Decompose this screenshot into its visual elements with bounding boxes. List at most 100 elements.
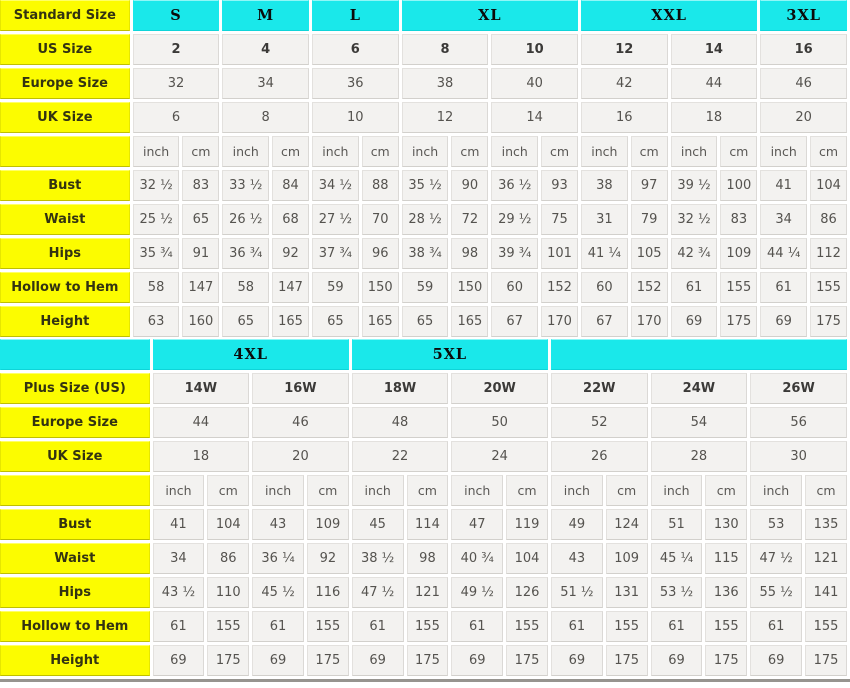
measure-value-cell: 69: [670, 306, 718, 337]
size-value-cell: 22W: [550, 373, 648, 404]
measure-value-cell: 36 ¼: [252, 543, 304, 574]
measure-value-cell: 155: [406, 611, 449, 642]
row-label: Europe Size: [0, 68, 130, 99]
measure-value-cell: 147: [272, 272, 309, 303]
measure-value-cell: 51: [650, 509, 703, 540]
table-row: Waist 34 86 36 ¼ 92 38 ½ 98 40 ¾ 104 43 109 45 ¼ 115…: [0, 543, 847, 574]
measure-value-cell: 41 ¼: [580, 238, 628, 269]
measure-value-cell: 97: [630, 170, 668, 201]
measure-value-cell: 36 ¾: [222, 238, 270, 269]
measure-value-cell: 61: [670, 272, 718, 303]
row-label: UK Size: [0, 102, 130, 133]
measure-value-cell: 155: [207, 611, 250, 642]
measure-value-cell: 55 ½: [750, 577, 802, 608]
measure-value-cell: 175: [207, 645, 250, 676]
measure-value-cell: 61: [351, 611, 404, 642]
size-group-header: 4XL: [152, 339, 349, 370]
size-value-cell: 2: [132, 34, 220, 65]
measure-value-cell: 150: [451, 272, 489, 303]
measure-value-cell: 35 ½: [401, 170, 449, 201]
measure-value-cell: 59: [401, 272, 449, 303]
size-value-cell: 54: [650, 407, 748, 438]
row-label: Europe Size: [0, 407, 150, 438]
size-value-cell: 42: [580, 68, 668, 99]
unit-cell: cm: [720, 136, 758, 167]
size-value-cell: 30: [750, 441, 847, 472]
measure-value-cell: 31: [580, 204, 628, 235]
measure-value-cell: 160: [182, 306, 220, 337]
table-row: Waist 25 ½ 65 26 ½ 68 27 ½ 70 28 ½ 72 29 ½ 75 31 79 3…: [0, 204, 847, 235]
size-group-header: L: [311, 0, 399, 31]
measure-value-cell: 152: [630, 272, 668, 303]
measure-value-cell: 47: [451, 509, 504, 540]
unit-cell: cm: [207, 475, 250, 506]
unit-cell: cm: [451, 136, 489, 167]
size-table: Standard Size S M L XL XXL 3XL US Size 2 4 6 8 10 12 1…: [0, 0, 850, 340]
measure-value-cell: 150: [361, 272, 399, 303]
measure-value-cell: 115: [705, 543, 748, 574]
measure-value-cell: 69: [750, 645, 802, 676]
row-label: Hips: [0, 577, 150, 608]
measure-value-cell: 69: [451, 645, 504, 676]
row-label: US Size: [0, 34, 130, 65]
measure-value-cell: 175: [720, 306, 758, 337]
measure-value-cell: 61: [550, 611, 603, 642]
measure-value-cell: 126: [506, 577, 548, 608]
measure-value-cell: 65: [222, 306, 270, 337]
table-row: US Size 2 4 6 8 10 12 14 16: [0, 34, 847, 65]
size-group-header: S: [132, 0, 220, 31]
measure-value-cell: 109: [605, 543, 648, 574]
measure-value-cell: 32 ½: [132, 170, 180, 201]
measure-value-cell: 58: [132, 272, 180, 303]
unit-cell: cm: [361, 136, 399, 167]
measure-value-cell: 39 ¾: [491, 238, 539, 269]
measure-value-cell: 41: [760, 170, 808, 201]
unit-cell: inch: [550, 475, 603, 506]
measure-value-cell: 136: [705, 577, 748, 608]
table-row: Europe Size 44 46 48 50 52 54 56: [0, 407, 847, 438]
size-value-cell: 24: [451, 441, 548, 472]
measure-value-cell: 39 ½: [670, 170, 718, 201]
measure-value-cell: 38 ½: [351, 543, 404, 574]
unit-cell: inch: [222, 136, 270, 167]
size-value-cell: 44: [152, 407, 250, 438]
measure-value-cell: 69: [252, 645, 304, 676]
measure-value-cell: 75: [541, 204, 578, 235]
measure-value-cell: 42 ¾: [670, 238, 718, 269]
measure-value-cell: 41: [152, 509, 205, 540]
measure-value-cell: 58: [222, 272, 270, 303]
table-row: UK Size 18 20 22 24 26 28 30: [0, 441, 847, 472]
corner-cell: [0, 339, 150, 370]
row-label: Hollow to Hem: [0, 272, 130, 303]
measure-value-cell: 33 ½: [222, 170, 270, 201]
size-group-header: XXL: [580, 0, 758, 31]
size-value-cell: 18: [670, 102, 758, 133]
row-label: UK Size: [0, 441, 150, 472]
measure-value-cell: 32 ½: [670, 204, 718, 235]
measure-value-cell: 147: [182, 272, 220, 303]
size-value-cell: 32: [132, 68, 220, 99]
size-value-cell: 16: [760, 34, 847, 65]
size-value-cell: 24W: [650, 373, 748, 404]
size-group-header: 5XL: [351, 339, 548, 370]
measure-value-cell: 155: [810, 272, 847, 303]
unit-cell: cm: [630, 136, 668, 167]
measure-value-cell: 119: [506, 509, 548, 540]
size-value-cell: 18: [152, 441, 250, 472]
measure-value-cell: 43 ½: [152, 577, 205, 608]
measure-value-cell: 109: [306, 509, 349, 540]
row-label: Waist: [0, 543, 150, 574]
standard-size-table: Standard Size S M L XL XXL 3XL US Size 2 4 6 8 10 12 1…: [0, 0, 850, 340]
table-row: Hollow to Hem 58 147 58 147 59 150 59 150 60 152 60…: [0, 272, 847, 303]
size-value-cell: 38: [401, 68, 489, 99]
measure-value-cell: 155: [306, 611, 349, 642]
table-row: Hollow to Hem 61 155 61 155 61 155 61 155 61 155 61…: [0, 611, 847, 642]
measure-value-cell: 65: [401, 306, 449, 337]
measure-value-cell: 100: [720, 170, 758, 201]
measure-value-cell: 65: [311, 306, 359, 337]
unit-cell: inch: [132, 136, 180, 167]
row-label: [0, 475, 150, 506]
table-row: Height 69 175 69 175 69 175 69 175 69 175 69 175 69 17…: [0, 645, 847, 676]
measure-value-cell: 155: [605, 611, 648, 642]
